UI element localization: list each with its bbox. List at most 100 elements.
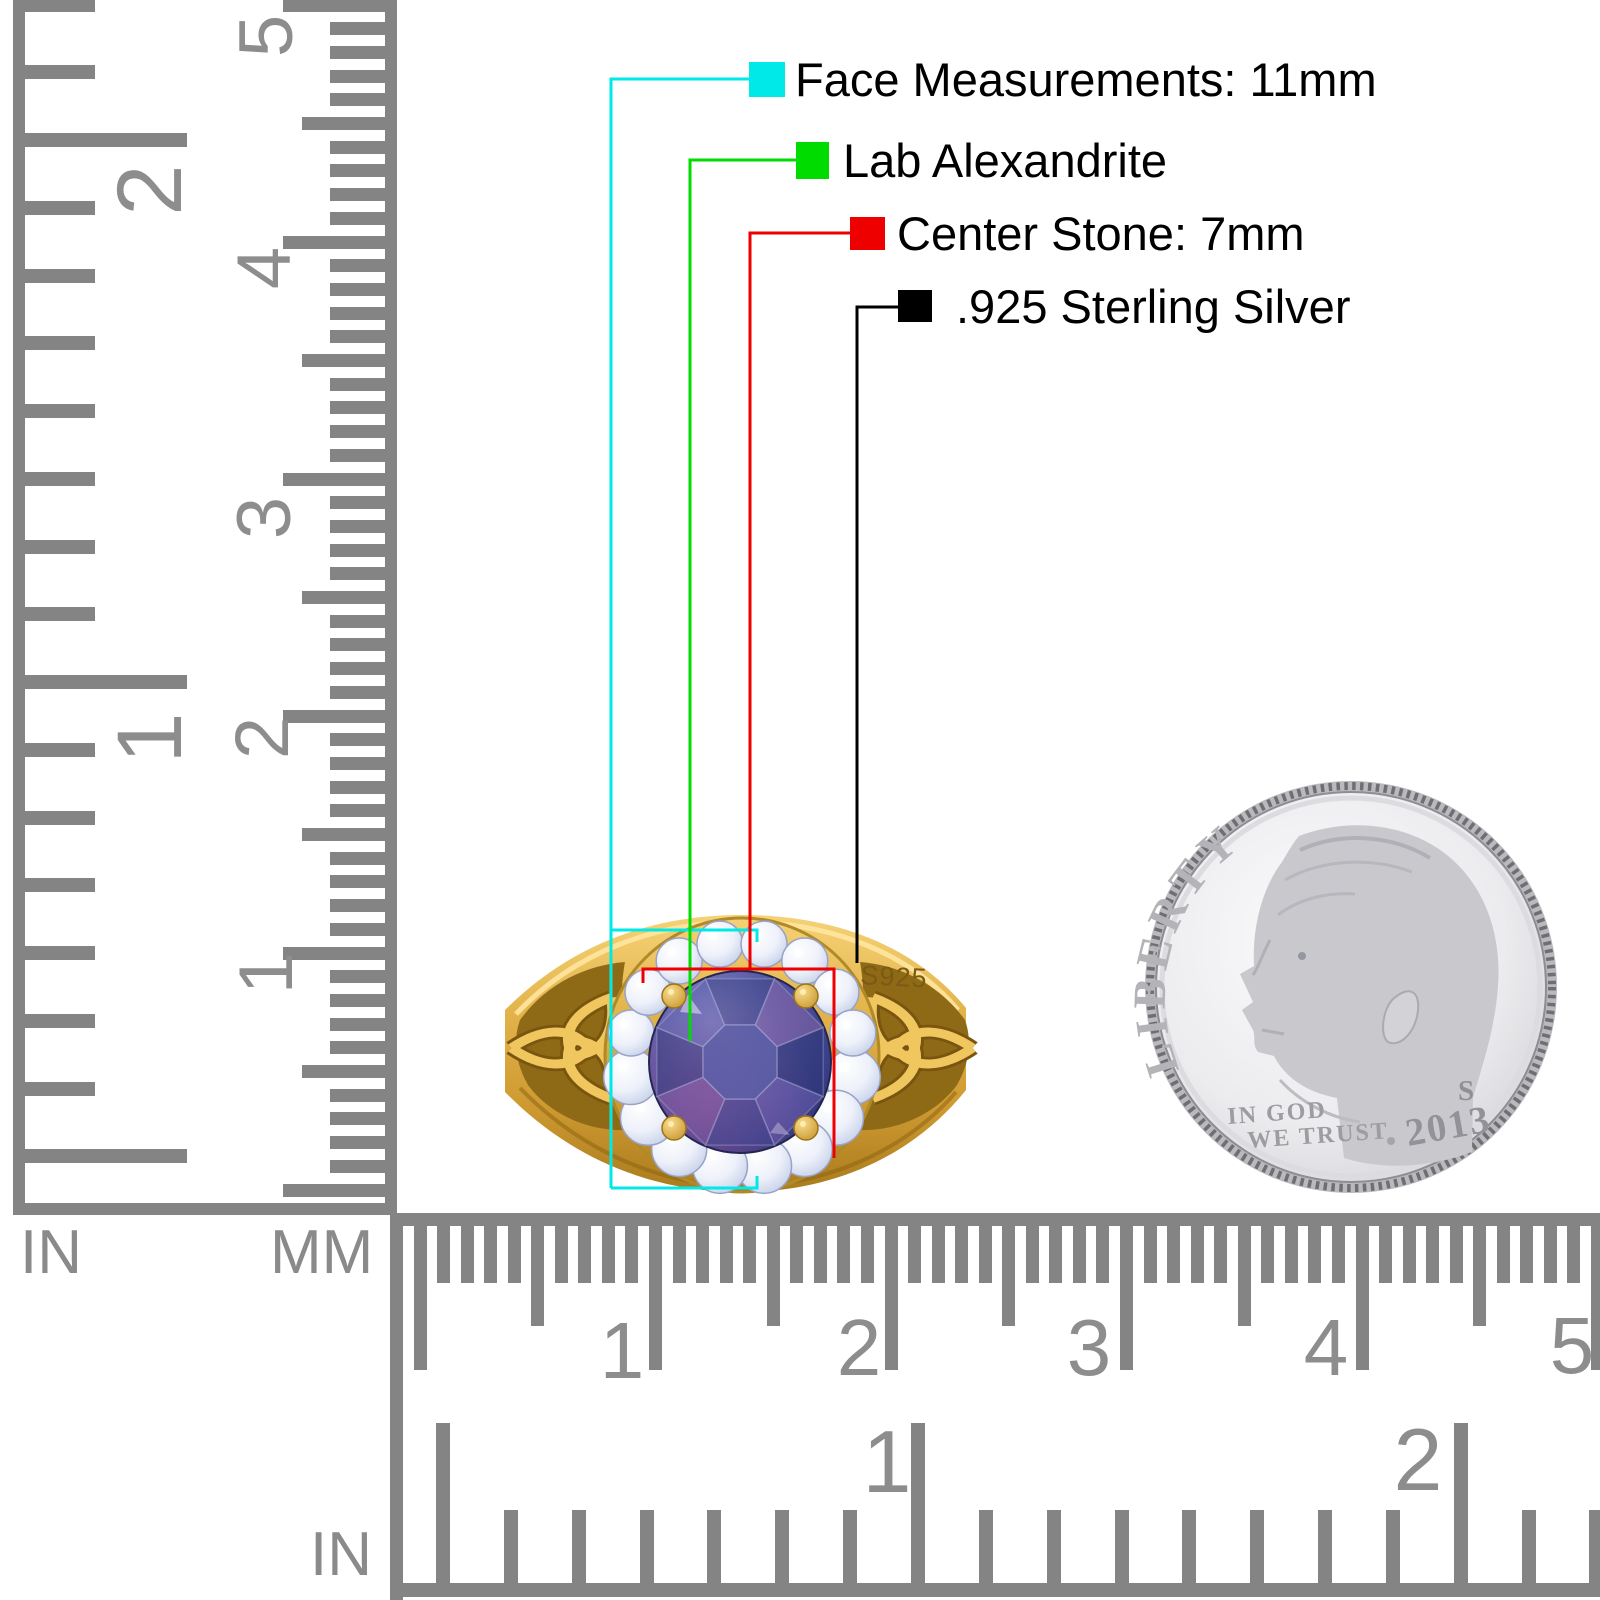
left-mm-ruler-tick (302, 828, 385, 841)
left-inch-ruler-tick (25, 133, 187, 147)
bottom-inch-ruler-tick (1521, 1510, 1536, 1583)
bottom-mm-ruler-tick (1473, 1226, 1487, 1326)
bottom-mm-ruler-tick (696, 1226, 710, 1283)
left-mm-ruler-tick (330, 804, 385, 818)
bottom-inch-ruler-tick (1589, 1510, 1600, 1583)
bottom-inch-ruler-number: 2 (1393, 1410, 1443, 1509)
bottom-inch-ruler-tick (1114, 1510, 1129, 1583)
bottom-inch-ruler-tick (1182, 1510, 1197, 1583)
left-inch-ruler-tick (25, 65, 95, 80)
stone-prong (661, 983, 687, 1009)
left-mm-ruler-number: 2 (220, 716, 305, 760)
halo-diamond (607, 1009, 655, 1057)
left-inch-ruler-tick (25, 336, 95, 351)
left-mm-ruler-tick (330, 733, 385, 747)
left-mm-ruler-tick (330, 22, 385, 36)
left-mm-ruler-tick (330, 1017, 385, 1031)
stone-prong (793, 983, 819, 1009)
bottom-mm-ruler-number: 3 (1066, 1303, 1112, 1392)
bottom-mm-ruler-tick (1402, 1226, 1416, 1283)
center-stone-gem (648, 970, 832, 1154)
bottom-inch-ruler-tick (1250, 1510, 1265, 1583)
bottom-mm-ruler-number: 4 (1303, 1303, 1349, 1392)
legend-row-center-stone: Center Stone: 7mm (850, 203, 1305, 263)
bottom-inch-ruler-tick (978, 1510, 993, 1583)
bottom-mm-ruler-tick (1096, 1226, 1110, 1283)
halo-diamonds (602, 920, 882, 1195)
left-mm-ruler-tick (330, 780, 385, 794)
bottom-mm-ruler-number: 5 (1549, 1301, 1595, 1390)
bottom-mm-ruler-tick (1143, 1226, 1157, 1283)
bottom-mm-ruler-tick (1567, 1226, 1581, 1283)
bottom-mm-ruler-tick (978, 1226, 992, 1283)
bottom-mm-ruler-tick (908, 1226, 922, 1283)
bottom-mm-ruler-tick (507, 1226, 521, 1283)
left-mm-ruler-tick (330, 756, 385, 770)
left-mm-ruler-tick (330, 970, 385, 984)
left-inch-ruler-tick (25, 946, 95, 960)
bottom-mm-ruler-tick (719, 1226, 733, 1283)
left-rulers-bottom-edge (13, 1203, 397, 1215)
bottom-inch-ruler-tick (1046, 1510, 1061, 1583)
coin-mint-mark: S (1458, 1075, 1474, 1107)
gold-ring: S925 (505, 915, 973, 1195)
bottom-mm-ruler-tick (790, 1226, 804, 1283)
left-mm-ruler-tick (283, 472, 385, 486)
bottom-inch-ruler-tick (1385, 1510, 1400, 1583)
stone-prong (793, 1115, 819, 1141)
left-mm-ruler-tick (330, 638, 385, 652)
left-mm-ruler-tick (330, 1088, 385, 1102)
left-mm-ruler-number: 4 (222, 246, 307, 290)
left-mm-ruler-tick (330, 425, 385, 439)
center-stone-swatch (850, 216, 885, 250)
left-inch-ruler-tick (25, 1013, 95, 1028)
left-mm-ruler-tick (302, 1065, 385, 1078)
left-mm-ruler-tick (330, 614, 385, 628)
halo-diamond (696, 920, 744, 968)
left-mm-ruler-tick (330, 259, 385, 273)
face-measurements-swatch (749, 61, 785, 97)
left-mm-ruler-tick (330, 140, 385, 154)
left-inch-ruler-tick (25, 742, 95, 757)
bottom-mm-ruler-tick (955, 1226, 969, 1283)
lab-alexandrite-label: Lab Alexandrite (843, 133, 1168, 187)
left-mm-ruler-tick (330, 1136, 385, 1150)
bottom-mm-ruler-tick (860, 1226, 874, 1283)
halo-diamond (829, 1009, 877, 1057)
bottom-inch-ruler-tick (775, 1510, 790, 1583)
sterling-silver-swatch (898, 290, 932, 322)
bottom-mm-ruler-tick (649, 1226, 662, 1370)
bottom-mm-ruler-tick (1331, 1226, 1345, 1283)
bottom-inch-ruler-tick (571, 1510, 586, 1583)
left-mm-ruler-tick (330, 851, 385, 865)
bottom-mm-ruler-tick (837, 1226, 851, 1283)
left-mm-ruler-tick (283, 0, 385, 12)
left-inch-ruler-tick (25, 1149, 187, 1164)
left-mm-ruler-tick (330, 69, 385, 83)
left-mm-ruler-tick (330, 188, 385, 202)
left-inch-ruler-tick (25, 0, 95, 12)
bottom-mm-ruler-tick (1543, 1226, 1557, 1283)
bottom-mm-ruler-tick (1379, 1226, 1393, 1283)
bottom-mm-ruler-number: 1 (599, 1306, 645, 1395)
bottom-inch-ruler-tick (843, 1510, 858, 1583)
bottom-mm-ruler-tick (1261, 1226, 1275, 1283)
left-mm-ruler-tick (302, 117, 385, 130)
left-inch-ruler-tick (25, 878, 95, 893)
left-mm-ruler-tick (330, 496, 385, 510)
bottom-mm-ruler-tick (554, 1226, 568, 1283)
left-mm-ruler-tick (330, 306, 385, 320)
lab-alexandrite-line (688, 158, 796, 1041)
bottom-mm-ruler-tick (1237, 1226, 1251, 1326)
left-mm-ruler-number: 3 (222, 496, 307, 540)
center-stone-lines (641, 231, 850, 1158)
left-mm-ruler-tick (283, 946, 385, 960)
bottom-mm-ruler-spine (390, 1213, 1600, 1226)
left-mm-ruler-tick (330, 543, 385, 557)
left-mm-ruler-tick (330, 567, 385, 581)
left-mm-ruler-tick (283, 709, 385, 723)
bottom-mm-ruler-tick (625, 1226, 639, 1283)
bottom-mm-ruler-tick (1591, 1226, 1600, 1370)
bottom-inch-ruler-tick (436, 1423, 450, 1583)
center-stone-label: Center Stone: 7mm (897, 206, 1305, 260)
